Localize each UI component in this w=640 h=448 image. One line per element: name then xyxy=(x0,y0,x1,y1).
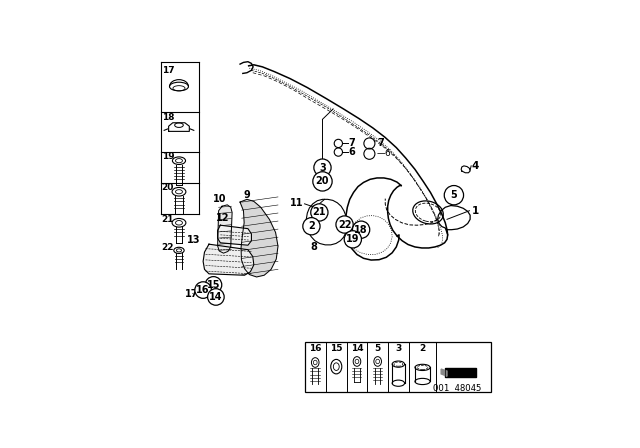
Polygon shape xyxy=(445,368,476,377)
Polygon shape xyxy=(218,205,232,253)
Polygon shape xyxy=(441,369,447,376)
Text: 22: 22 xyxy=(338,220,351,229)
Text: —6: —6 xyxy=(376,149,391,158)
Text: 14: 14 xyxy=(351,344,364,353)
Ellipse shape xyxy=(415,364,430,370)
Text: 5: 5 xyxy=(374,344,381,353)
Text: 11: 11 xyxy=(291,198,304,208)
Text: 13: 13 xyxy=(188,235,201,245)
Text: 5: 5 xyxy=(451,190,458,200)
Text: 18: 18 xyxy=(355,225,368,235)
Text: 19: 19 xyxy=(346,234,360,244)
Polygon shape xyxy=(240,199,278,277)
Text: 20: 20 xyxy=(162,184,174,193)
Text: 17: 17 xyxy=(185,289,198,298)
Text: 22: 22 xyxy=(162,244,174,253)
Text: 17: 17 xyxy=(162,66,174,75)
Text: 8: 8 xyxy=(310,242,317,252)
Text: 10: 10 xyxy=(212,194,226,204)
Text: 3: 3 xyxy=(319,163,326,172)
Polygon shape xyxy=(203,244,254,275)
Text: 2: 2 xyxy=(308,221,315,231)
Text: 12: 12 xyxy=(216,214,229,224)
Text: 16: 16 xyxy=(196,285,210,295)
Circle shape xyxy=(195,282,211,298)
Text: 15: 15 xyxy=(330,344,342,353)
Text: 3: 3 xyxy=(396,344,401,353)
Text: 18: 18 xyxy=(162,113,174,122)
Text: 16: 16 xyxy=(309,344,321,353)
Ellipse shape xyxy=(392,361,404,367)
Circle shape xyxy=(444,185,463,205)
Circle shape xyxy=(205,276,221,293)
Text: 6: 6 xyxy=(349,147,355,157)
Circle shape xyxy=(353,221,370,238)
Circle shape xyxy=(336,216,353,233)
Polygon shape xyxy=(218,225,252,245)
Text: 7: 7 xyxy=(377,138,384,148)
Circle shape xyxy=(314,159,331,176)
Text: OO1 48O45: OO1 48O45 xyxy=(433,384,481,393)
Text: 15: 15 xyxy=(207,280,220,290)
Circle shape xyxy=(311,204,328,221)
Circle shape xyxy=(303,218,320,235)
Text: 4: 4 xyxy=(471,161,479,171)
Text: 21: 21 xyxy=(312,207,326,217)
Text: 19: 19 xyxy=(162,152,174,161)
Text: 14: 14 xyxy=(209,292,223,302)
Circle shape xyxy=(344,231,362,248)
Circle shape xyxy=(207,289,224,305)
Text: 1: 1 xyxy=(472,206,479,216)
Text: 7: 7 xyxy=(349,138,355,148)
Circle shape xyxy=(313,172,332,191)
Text: 20: 20 xyxy=(316,177,329,186)
Text: 2: 2 xyxy=(419,344,426,353)
Text: 9: 9 xyxy=(243,190,250,200)
Text: 21: 21 xyxy=(162,215,174,224)
